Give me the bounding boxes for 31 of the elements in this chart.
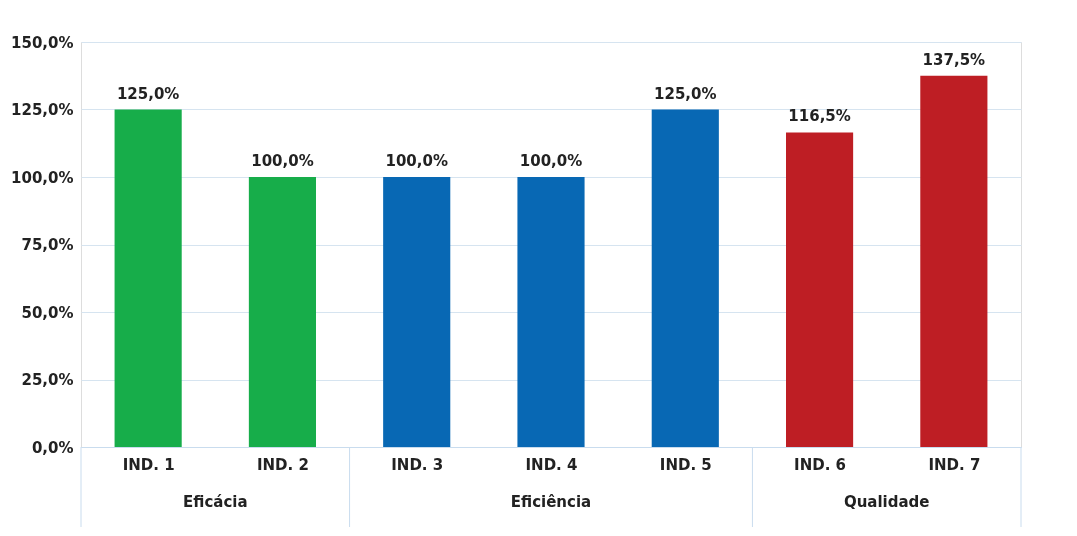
data-label: 125,0% — [654, 84, 717, 103]
bar — [517, 177, 585, 447]
bar — [248, 177, 316, 447]
x-tick-label: IND. 4 — [525, 455, 578, 474]
bar — [786, 132, 854, 447]
data-label: 137,5% — [922, 50, 986, 69]
data-label: 100,0% — [385, 152, 448, 170]
x-tick-label: IND. 1 — [122, 455, 175, 474]
y-tick-label: 0,0% — [31, 438, 74, 457]
x-tick-label: IND. 2 — [256, 455, 309, 474]
text: Eficácia — [183, 493, 248, 511]
y-tick-label: 100,0% — [11, 168, 74, 187]
bar — [651, 109, 719, 447]
x-tick-label: IND. 7 — [928, 455, 981, 474]
y-tick-label: 75,0% — [21, 236, 74, 254]
y-tick-label: 50,0% — [21, 303, 74, 322]
data-label: 100,0% — [251, 152, 314, 170]
data-label: 100,0% — [519, 152, 583, 170]
y-tick-label: 125,0% — [11, 101, 74, 119]
x-tick-label: IND. 3 — [391, 455, 444, 474]
y-tick-label: 25,0% — [21, 371, 74, 389]
data-label: 125,0% — [116, 84, 180, 103]
text: Qualidade — [843, 493, 930, 511]
y-tick-label: 150,0% — [11, 33, 74, 52]
text: Eficiência — [510, 493, 592, 511]
x-tick-label: IND. 5 — [659, 455, 712, 474]
x-tick-label: IND. 6 — [794, 455, 847, 474]
bar — [114, 109, 182, 447]
bar — [920, 75, 988, 447]
data-label: 116,5% — [788, 107, 851, 126]
bar — [383, 177, 451, 447]
